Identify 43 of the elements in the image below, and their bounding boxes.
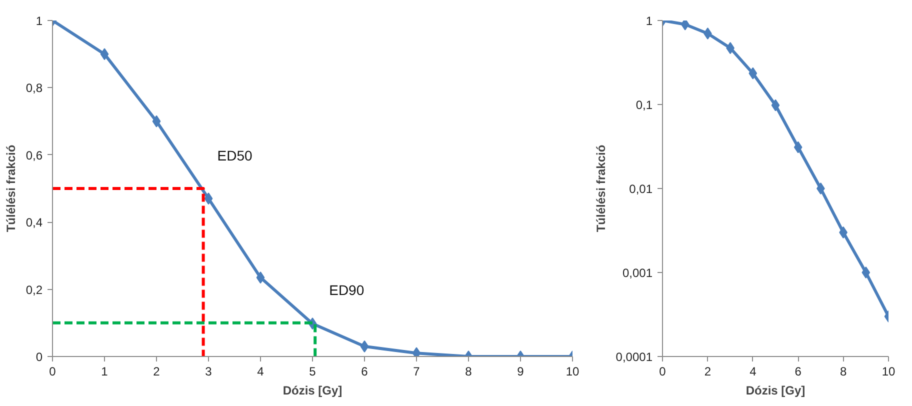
x-tick-label: 0	[659, 364, 666, 378]
x-axis-title: Dózis [Gy]	[282, 384, 342, 398]
point	[794, 141, 802, 154]
y-tick-label: 0,4	[26, 216, 43, 230]
x-tick-label: 9	[517, 364, 524, 378]
x-tick-label: 6	[361, 364, 368, 378]
x-tick-label: 6	[794, 364, 802, 378]
x-tick-label: 1	[101, 364, 108, 378]
y-tick-label: 0,0001	[616, 350, 653, 364]
x-tick-label: 3	[205, 364, 212, 378]
y-tick-label: 0,01	[629, 182, 653, 196]
x-tick-label: 2	[153, 364, 160, 378]
x-tick-label: 2	[704, 364, 712, 378]
annotation: ED50	[217, 148, 253, 164]
x-tick-label: 8	[840, 364, 847, 378]
point	[100, 48, 109, 60]
x-tick-label: 4	[750, 364, 757, 378]
y-tick-label: 0	[36, 350, 43, 364]
x-tick-label: 10	[882, 364, 896, 378]
y-tick-label: 1	[36, 14, 43, 28]
y-tick-label: 1	[646, 14, 653, 28]
y-tick-label: 0,2	[26, 282, 43, 297]
point	[771, 99, 780, 112]
x-tick-label: 0	[49, 364, 56, 378]
y-tick-label: 0,001	[622, 266, 653, 280]
x-axis-title: Dózis [Gy]	[746, 384, 806, 398]
point	[204, 192, 213, 205]
x-tick-label: 10	[566, 364, 580, 378]
x-tick-label: 7	[413, 364, 420, 378]
annotation: ED90	[329, 282, 364, 298]
y-tick-label: 0,1	[636, 98, 653, 112]
x-tick-label: 4	[257, 364, 264, 378]
y-axis-title: Túlélési frakció	[594, 144, 608, 232]
y-axis-title: Túlélési frakció	[4, 144, 18, 232]
point	[680, 20, 690, 30]
y-tick-label: 0,6	[26, 148, 43, 162]
point	[862, 266, 870, 278]
y-tick-label: 0,8	[26, 81, 43, 96]
point	[152, 115, 161, 128]
point	[816, 182, 825, 194]
x-tick-label: 8	[465, 364, 472, 378]
x-tick-label: 5	[309, 364, 316, 378]
point	[748, 67, 758, 80]
